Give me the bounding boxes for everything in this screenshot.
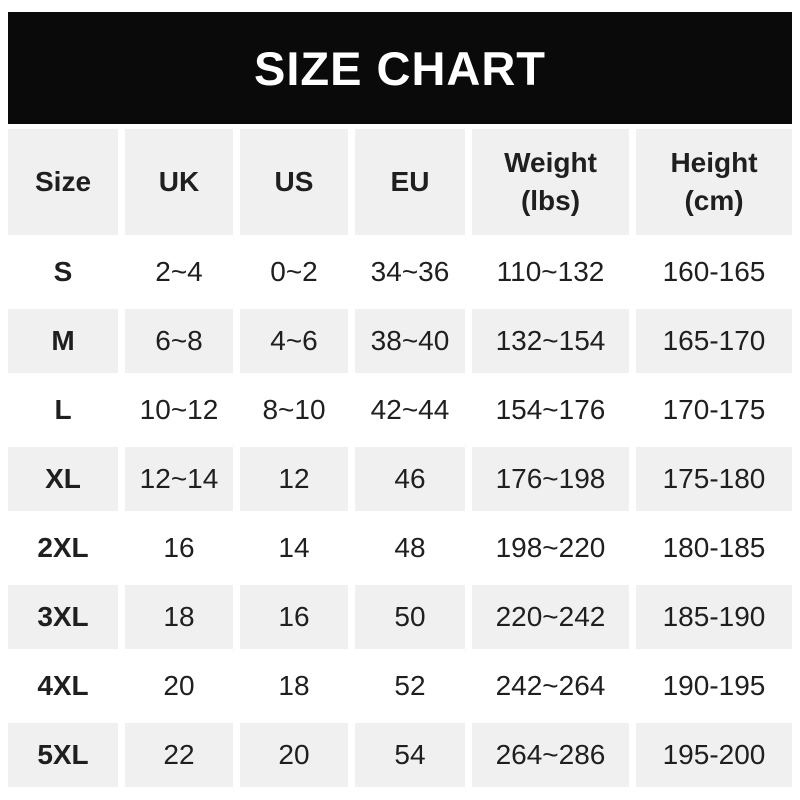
height-cell: 190-195 (636, 654, 792, 718)
weight-cell: 132~154 (472, 309, 629, 373)
us-cell: 4~6 (240, 309, 348, 373)
uk-cell: 18 (125, 585, 233, 649)
column-header-weight: Weight (lbs) (472, 129, 629, 235)
height-cell: 195-200 (636, 723, 792, 787)
size-cell: 2XL (8, 516, 118, 580)
height-cell: 175-180 (636, 447, 792, 511)
us-cell: 14 (240, 516, 348, 580)
eu-cell: 54 (355, 723, 465, 787)
size-cell: 4XL (8, 654, 118, 718)
size-cell: 3XL (8, 585, 118, 649)
table-row: 4XL 20 18 52 242~264 190-195 (8, 654, 792, 718)
uk-cell: 6~8 (125, 309, 233, 373)
uk-cell: 22 (125, 723, 233, 787)
eu-cell: 38~40 (355, 309, 465, 373)
table-row: M 6~8 4~6 38~40 132~154 165-170 (8, 309, 792, 373)
size-cell: 5XL (8, 723, 118, 787)
table-row: 2XL 16 14 48 198~220 180-185 (8, 516, 792, 580)
weight-cell: 198~220 (472, 516, 629, 580)
header-row: Size UK US EU Weight (lbs) Height (cm) (8, 129, 792, 235)
eu-cell: 42~44 (355, 378, 465, 442)
size-chart-banner: SIZE CHART (8, 12, 792, 124)
size-cell: M (8, 309, 118, 373)
uk-cell: 12~14 (125, 447, 233, 511)
height-cell: 165-170 (636, 309, 792, 373)
eu-cell: 46 (355, 447, 465, 511)
height-cell: 185-190 (636, 585, 792, 649)
uk-cell: 16 (125, 516, 233, 580)
eu-cell: 48 (355, 516, 465, 580)
us-cell: 12 (240, 447, 348, 511)
weight-cell: 110~132 (472, 240, 629, 304)
weight-cell: 264~286 (472, 723, 629, 787)
height-cell: 180-185 (636, 516, 792, 580)
size-cell: L (8, 378, 118, 442)
eu-cell: 52 (355, 654, 465, 718)
size-table-body: S 2~4 0~2 34~36 110~132 160-165 M 6~8 4~6 38~40 13… (8, 240, 792, 787)
uk-cell: 2~4 (125, 240, 233, 304)
table-row: XL 12~14 12 46 176~198 175-180 (8, 447, 792, 511)
eu-cell: 50 (355, 585, 465, 649)
uk-cell: 20 (125, 654, 233, 718)
weight-cell: 242~264 (472, 654, 629, 718)
height-cell: 170-175 (636, 378, 792, 442)
uk-cell: 10~12 (125, 378, 233, 442)
us-cell: 16 (240, 585, 348, 649)
us-cell: 18 (240, 654, 348, 718)
column-header-eu: EU (355, 129, 465, 235)
table-row: L 10~12 8~10 42~44 154~176 170-175 (8, 378, 792, 442)
weight-cell: 220~242 (472, 585, 629, 649)
column-header-us: US (240, 129, 348, 235)
us-cell: 0~2 (240, 240, 348, 304)
weight-cell: 154~176 (472, 378, 629, 442)
size-cell: S (8, 240, 118, 304)
column-header-height: Height (cm) (636, 129, 792, 235)
table-row: 3XL 18 16 50 220~242 185-190 (8, 585, 792, 649)
column-header-uk: UK (125, 129, 233, 235)
table-row: S 2~4 0~2 34~36 110~132 160-165 (8, 240, 792, 304)
weight-cell: 176~198 (472, 447, 629, 511)
size-chart-title: SIZE CHART (254, 41, 546, 95)
table-row: 5XL 22 20 54 264~286 195-200 (8, 723, 792, 787)
size-table: Size UK US EU Weight (lbs) Height (cm) S… (1, 124, 799, 792)
height-cell: 160-165 (636, 240, 792, 304)
column-header-size: Size (8, 129, 118, 235)
us-cell: 8~10 (240, 378, 348, 442)
eu-cell: 34~36 (355, 240, 465, 304)
size-cell: XL (8, 447, 118, 511)
us-cell: 20 (240, 723, 348, 787)
